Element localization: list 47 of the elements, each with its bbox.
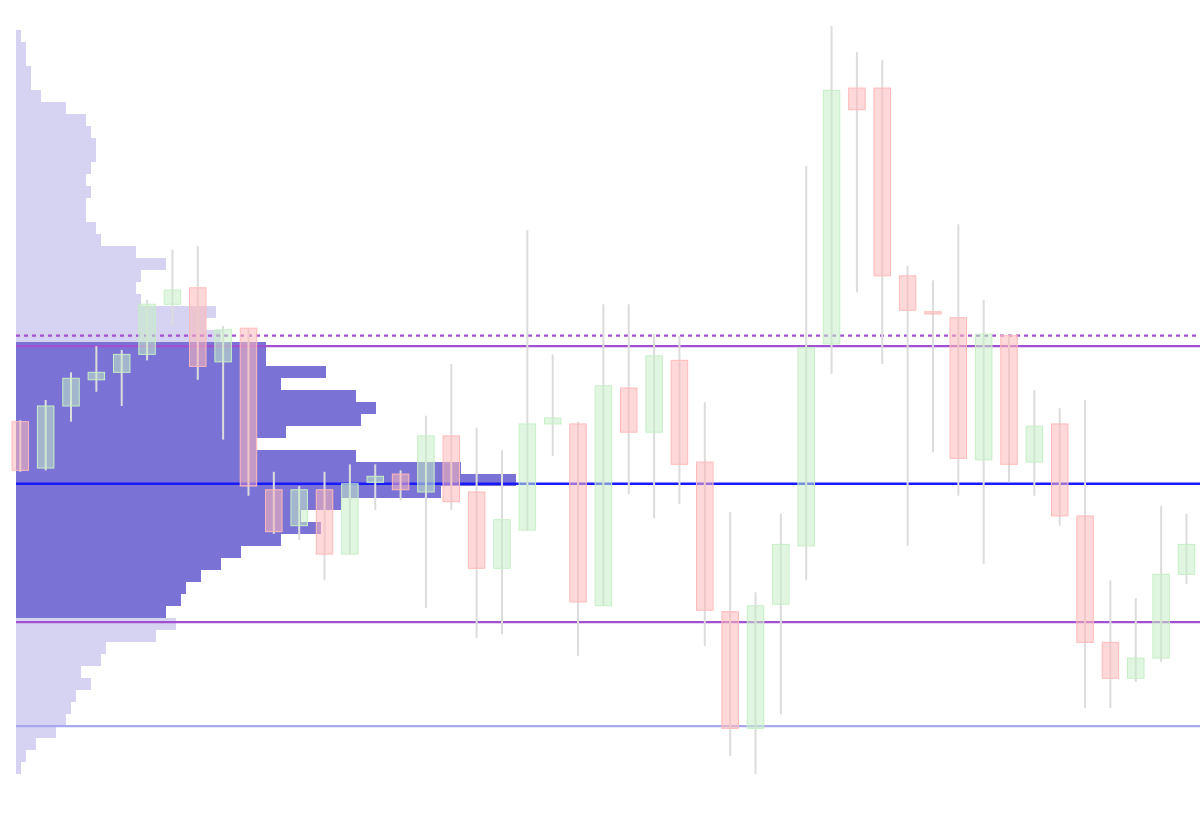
candlestick: [214, 324, 232, 441]
candlestick: [873, 58, 891, 366]
candlestick: [467, 426, 486, 639]
candlestick: [315, 470, 334, 582]
candlestick: [518, 229, 537, 532]
candlestick: [138, 298, 156, 362]
candlestick: [594, 303, 613, 607]
candlestick: [163, 248, 182, 327]
candlestick: [1076, 399, 1094, 710]
candlestick: [848, 51, 866, 294]
candlestick: [543, 353, 562, 458]
candlestick: [924, 279, 942, 454]
candlestick: [189, 244, 207, 381]
candlestick: [62, 371, 80, 423]
candlestick: [696, 401, 714, 648]
candlestick: [1152, 505, 1170, 663]
candlestick: [1101, 579, 1120, 710]
candlestick: [87, 345, 106, 393]
candlestick: [11, 419, 30, 473]
candlestick: [341, 463, 359, 556]
candlestick: [290, 485, 308, 541]
candlestick: [746, 591, 765, 775]
candlestick: [974, 298, 993, 565]
candlestick: [898, 265, 917, 547]
candlestick: [265, 470, 283, 535]
candlestick: [721, 511, 739, 758]
candlestick: [442, 363, 461, 511]
candlestick: [949, 223, 968, 497]
candlestick: [366, 463, 384, 511]
candlestick: [1050, 407, 1069, 527]
candlestick: [1000, 334, 1018, 484]
candlestick: [1127, 597, 1145, 683]
candlestick: [569, 420, 587, 657]
candlestick: [822, 25, 841, 375]
candlestick: [670, 334, 689, 505]
candlestick: [391, 469, 410, 502]
candlestick: [417, 414, 435, 609]
candlestick: [620, 303, 638, 496]
candlestick: [112, 348, 131, 407]
candlestick: [797, 164, 815, 582]
candlestick: [1177, 512, 1196, 586]
candlestick: [36, 399, 55, 472]
candlestick: [772, 512, 790, 716]
candlestick: [645, 333, 663, 520]
candlestick: [239, 327, 258, 497]
candlestick: [493, 449, 511, 636]
candlestick: [1025, 389, 1044, 497]
